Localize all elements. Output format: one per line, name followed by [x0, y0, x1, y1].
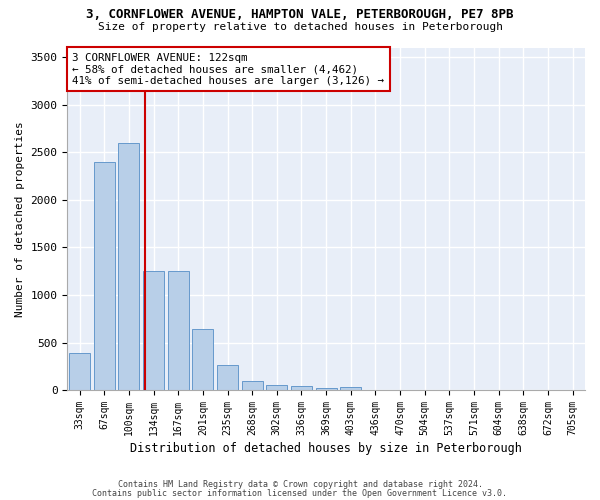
Bar: [193, 329, 214, 390]
Bar: [242, 380, 263, 390]
Y-axis label: Number of detached properties: Number of detached properties: [15, 121, 25, 316]
Bar: [291, 386, 312, 390]
Text: 3 CORNFLOWER AVENUE: 122sqm
← 58% of detached houses are smaller (4,462)
41% of : 3 CORNFLOWER AVENUE: 122sqm ← 58% of det…: [73, 52, 385, 86]
Bar: [118, 142, 139, 390]
Bar: [69, 353, 90, 390]
Bar: [316, 388, 337, 390]
Bar: [143, 271, 164, 390]
Text: 3, CORNFLOWER AVENUE, HAMPTON VALE, PETERBOROUGH, PE7 8PB: 3, CORNFLOWER AVENUE, HAMPTON VALE, PETE…: [86, 8, 514, 20]
Text: Contains HM Land Registry data © Crown copyright and database right 2024.: Contains HM Land Registry data © Crown c…: [118, 480, 482, 489]
Text: Contains public sector information licensed under the Open Government Licence v3: Contains public sector information licen…: [92, 489, 508, 498]
X-axis label: Distribution of detached houses by size in Peterborough: Distribution of detached houses by size …: [130, 442, 522, 455]
Bar: [266, 385, 287, 390]
Bar: [340, 387, 361, 390]
Bar: [94, 162, 115, 390]
Bar: [217, 366, 238, 390]
Bar: [168, 271, 188, 390]
Text: Size of property relative to detached houses in Peterborough: Size of property relative to detached ho…: [97, 22, 503, 32]
